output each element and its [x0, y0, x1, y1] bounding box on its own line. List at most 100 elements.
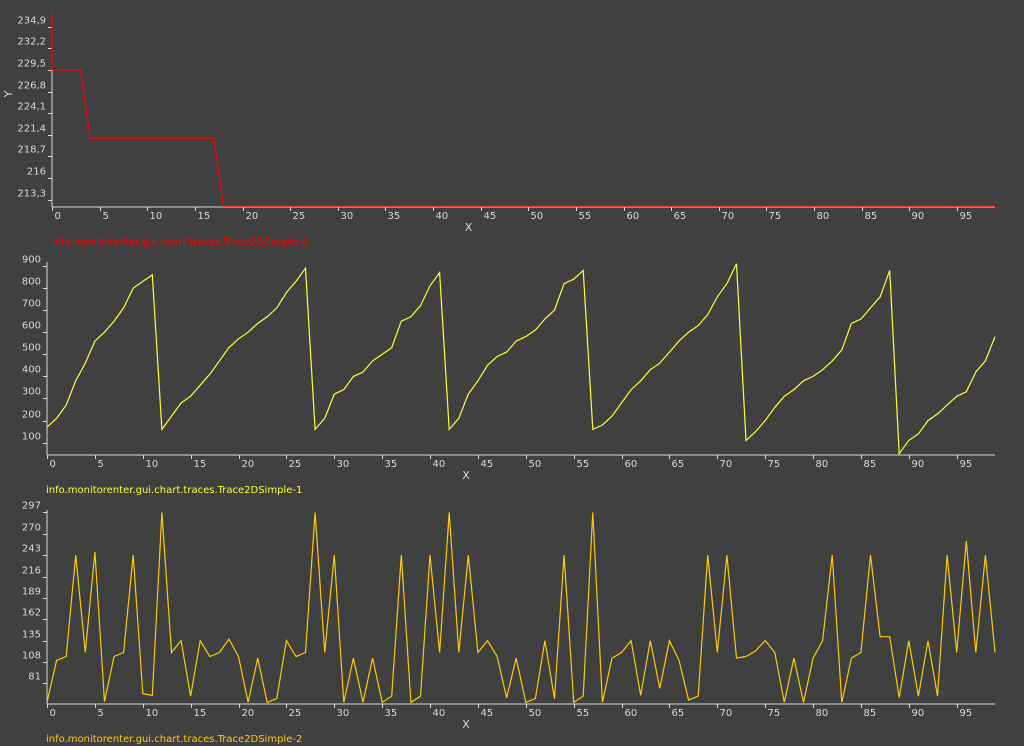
x-tick-label: 35	[385, 459, 398, 470]
y-tick-label: 243	[22, 544, 41, 555]
y-tick-label: 135	[22, 630, 41, 641]
y-tick-label: 700	[22, 299, 41, 310]
x-tick-label: 25	[289, 708, 302, 719]
y-tick-label: 900	[22, 255, 41, 266]
x-tick-label: 10	[146, 459, 159, 470]
x-tick-label: 90	[912, 459, 925, 470]
x-tick-label: 70	[720, 708, 733, 719]
x-tick-label: 25	[289, 459, 302, 470]
x-tick-label: 70	[720, 459, 733, 470]
y-tick-label: 270	[22, 523, 41, 534]
y-tick-label: 81	[28, 672, 41, 683]
y-tick-label: 108	[22, 651, 41, 662]
x-tick-label: 55	[577, 459, 590, 470]
x-tick-label: 20	[242, 708, 255, 719]
y-tick-label: 297	[22, 501, 41, 512]
y-tick-label: 189	[22, 587, 41, 598]
series-line	[46, 263, 996, 456]
chart-2: 81 108 135 162 189 216 243 270 297 0 5 10 15 20 25 30 35…	[22, 501, 996, 745]
x-tick-label: 65	[672, 459, 685, 470]
x-tick-label: 30	[337, 708, 350, 719]
y-tick-label: 234,9	[17, 16, 46, 27]
y-tick-label: 500	[22, 343, 41, 354]
x-tick-label: 45	[481, 459, 494, 470]
x-tick-label: 10	[146, 708, 159, 719]
x-tick-label: 5	[103, 211, 109, 222]
series-line	[46, 512, 996, 704]
x-tick-label: 40	[433, 459, 446, 470]
x-tick-label: 5	[98, 459, 104, 470]
x-tick-label: 60	[625, 459, 638, 470]
y-tick-label: 162	[22, 608, 41, 619]
x-tick-label: 75	[769, 211, 782, 222]
y-tick-label: 224,1	[17, 102, 46, 113]
x-tick-label: 95	[960, 459, 973, 470]
series-line	[51, 13, 995, 207]
x-axis-title: X	[462, 469, 470, 482]
x-tick-label: 65	[672, 708, 685, 719]
x-tick-label: 25	[293, 211, 306, 222]
x-tick-label: 70	[722, 211, 735, 222]
x-tick-label: 55	[577, 708, 590, 719]
x-tick-label: 80	[816, 708, 829, 719]
y-tick-label: 600	[22, 321, 41, 332]
y-tick-label: 100	[22, 432, 41, 443]
x-tick-label: 95	[960, 708, 973, 719]
y-tick-label: 229,5	[17, 59, 46, 70]
y-tick-label: 800	[22, 277, 41, 288]
x-tick-label: 0	[50, 708, 56, 719]
x-tick-label: 15	[198, 211, 211, 222]
x-tick-label: 50	[531, 211, 544, 222]
y-tick-label: 216	[22, 566, 41, 577]
y-tick-label: 400	[22, 365, 41, 376]
x-tick-label: 85	[864, 708, 877, 719]
y-tick-label: 213,3	[17, 189, 46, 200]
x-tick-label: 35	[388, 211, 401, 222]
y-tick-label: 221,4	[17, 124, 46, 135]
x-tick-label: 55	[579, 211, 592, 222]
y-tick-label: 226,8	[17, 81, 46, 92]
x-tick-label: 50	[529, 708, 542, 719]
x-tick-label: 75	[768, 459, 781, 470]
legend-label: info.monitorenter.gui.chart.traces.Trace…	[46, 485, 302, 496]
legend-label: info.monitorenter.gui.chart.traces.Trace…	[52, 237, 308, 248]
y-axis-title: Y	[2, 90, 15, 98]
x-tick-label: 40	[433, 708, 446, 719]
x-axis-title: X	[465, 221, 473, 234]
x-tick-label: 30	[337, 459, 350, 470]
x-tick-label: 45	[481, 708, 494, 719]
x-tick-label: 65	[674, 211, 687, 222]
legend-label: info.monitorenter.gui.chart.traces.Trace…	[46, 734, 302, 745]
x-tick-label: 0	[50, 459, 56, 470]
x-tick-label: 5	[98, 708, 104, 719]
y-tick-label: 216	[27, 167, 46, 178]
x-tick-label: 30	[341, 211, 354, 222]
chart-0: 213,3 216 218,7 221,4 224,1 226,8 229,5 232,2 23…	[2, 13, 995, 248]
y-tick-label: 200	[22, 410, 41, 421]
x-axis-title: X	[462, 718, 470, 731]
x-tick-label: 85	[864, 459, 877, 470]
x-tick-label: 60	[625, 708, 638, 719]
x-tick-label: 90	[912, 708, 925, 719]
x-tick-label: 10	[150, 211, 163, 222]
x-tick-label: 85	[865, 211, 878, 222]
y-tick-label: 232,2	[17, 37, 46, 48]
x-tick-label: 15	[194, 708, 207, 719]
x-tick-label: 15	[194, 459, 207, 470]
x-tick-label: 75	[768, 708, 781, 719]
x-tick-label: 20	[242, 459, 255, 470]
x-tick-label: 20	[246, 211, 259, 222]
x-tick-label: 40	[436, 211, 449, 222]
x-tick-label: 90	[912, 211, 925, 222]
x-tick-label: 80	[816, 459, 829, 470]
chart-1: 100 200 300 400 500 600 700 800 900 0 5 10 15 20 25 30 3…	[22, 255, 996, 496]
x-tick-label: 60	[627, 211, 640, 222]
x-tick-label: 45	[484, 211, 497, 222]
x-tick-label: 50	[529, 459, 542, 470]
x-tick-label: 0	[55, 211, 61, 222]
y-tick-label: 218,7	[17, 145, 46, 156]
x-tick-label: 80	[817, 211, 830, 222]
y-tick-label: 300	[22, 387, 41, 398]
